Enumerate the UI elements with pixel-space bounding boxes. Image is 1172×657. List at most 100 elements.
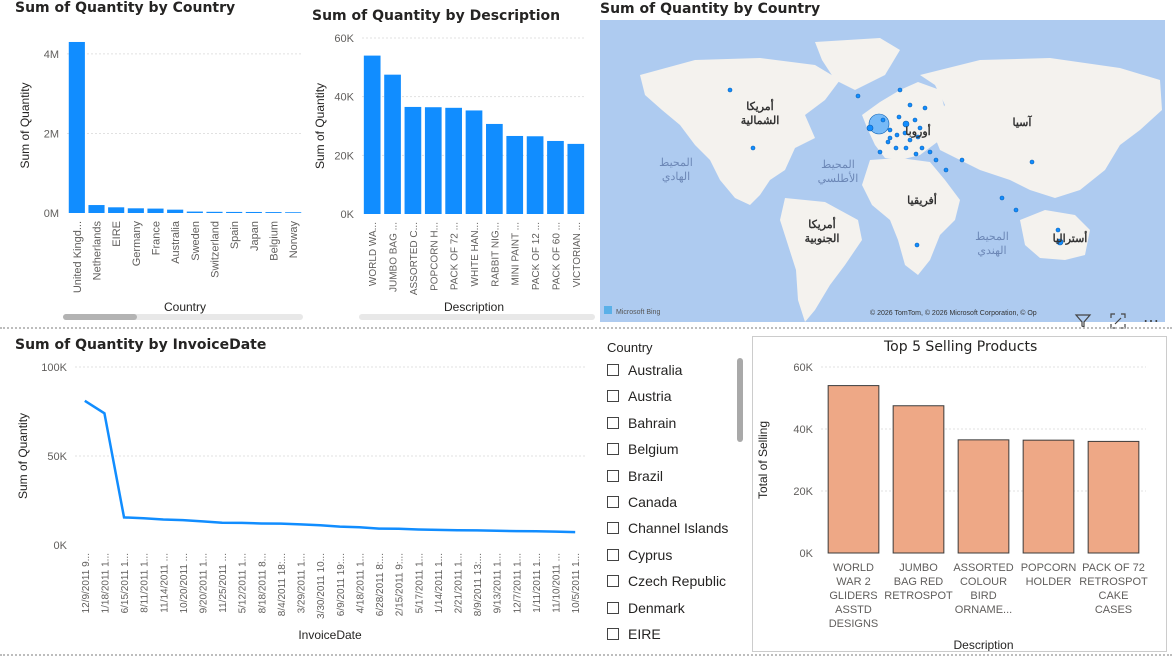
- map-bubble[interactable]: [894, 132, 900, 138]
- bar[interactable]: [506, 135, 524, 214]
- map-bubble[interactable]: [750, 145, 756, 151]
- checkbox[interactable]: [607, 416, 619, 429]
- slicer-item[interactable]: Cyprus: [607, 545, 672, 565]
- bar[interactable]: [526, 136, 544, 214]
- map-bubble[interactable]: [902, 130, 908, 136]
- map-bubble[interactable]: [887, 135, 893, 141]
- map-bubble[interactable]: [855, 93, 861, 99]
- map-bubble[interactable]: [907, 137, 913, 143]
- top5-bar-visual[interactable]: Top 5 Selling Products 0K 20K 40K 60K WORLD W…: [752, 336, 1167, 652]
- checkbox[interactable]: [607, 496, 619, 508]
- slicer-item[interactable]: Bahrain: [607, 413, 676, 433]
- bar[interactable]: [206, 211, 223, 213]
- description-bar-visual[interactable]: Sum of Quantity by Description 0K 20K 40K 6…: [312, 8, 597, 325]
- map-bubble[interactable]: [999, 195, 1005, 201]
- checkbox[interactable]: [607, 548, 619, 561]
- line-series[interactable]: [84, 399, 576, 534]
- bar[interactable]: [265, 212, 282, 213]
- map-bubble[interactable]: [943, 167, 949, 173]
- map-bubble[interactable]: [896, 114, 902, 120]
- checkbox[interactable]: [607, 390, 619, 403]
- map-bubble[interactable]: [914, 242, 920, 248]
- slicer-item[interactable]: Austria: [607, 386, 672, 406]
- map-bubble[interactable]: [880, 117, 886, 123]
- map-canvas[interactable]: أمريكا الشمالية أمريكا الجنوبية أوروبا آ…: [600, 20, 1165, 322]
- checkbox[interactable]: [607, 469, 619, 482]
- bar[interactable]: [1022, 439, 1075, 554]
- country-bar-scroll-thumb[interactable]: [63, 314, 137, 320]
- bar[interactable]: [957, 439, 1010, 554]
- bar[interactable]: [445, 107, 462, 214]
- bar[interactable]: [186, 211, 203, 213]
- bar[interactable]: [226, 211, 243, 213]
- map-bubble[interactable]: [959, 157, 965, 163]
- bar[interactable]: [827, 385, 880, 554]
- bar[interactable]: [892, 405, 945, 554]
- invoice-line-visual[interactable]: Sum of Quantity by InvoiceDate 0K 50K 100K…: [15, 337, 600, 647]
- bar[interactable]: [127, 208, 144, 213]
- map-bubble[interactable]: [922, 105, 928, 111]
- map-bubble[interactable]: [727, 87, 733, 93]
- checkbox[interactable]: [607, 443, 619, 456]
- map-bubble[interactable]: [903, 145, 909, 151]
- bar[interactable]: [108, 207, 125, 213]
- map-bubble[interactable]: [893, 145, 899, 151]
- map-bubble[interactable]: [897, 87, 903, 93]
- map-bubble[interactable]: [927, 149, 933, 155]
- map-bubble[interactable]: [1055, 227, 1061, 233]
- slicer-item[interactable]: EIRE: [607, 624, 661, 644]
- map-bubble[interactable]: [917, 125, 923, 131]
- bar[interactable]: [285, 212, 302, 213]
- map-visual[interactable]: Sum of Quantity by Country أمريكا الشمال…: [600, 0, 1168, 330]
- slicer-item[interactable]: Belgium: [607, 439, 679, 459]
- map-bubble[interactable]: [913, 151, 919, 157]
- bar[interactable]: [88, 205, 105, 213]
- slicer-item[interactable]: Brazil: [607, 466, 663, 486]
- bar[interactable]: [363, 55, 381, 214]
- bar[interactable]: [486, 123, 503, 214]
- map-bubble[interactable]: [907, 102, 913, 108]
- y-tick-label: 0K: [800, 548, 814, 560]
- bar[interactable]: [465, 110, 483, 214]
- slicer-item[interactable]: Czech Republic: [607, 571, 726, 591]
- map-bubble[interactable]: [933, 157, 939, 163]
- bar[interactable]: [547, 140, 564, 214]
- bar[interactable]: [245, 211, 262, 213]
- map-bubble[interactable]: [1029, 159, 1035, 165]
- map-bubble[interactable]: [1013, 207, 1019, 213]
- slicer-item[interactable]: Canada: [607, 492, 677, 512]
- bar[interactable]: [567, 143, 585, 214]
- map-bubble[interactable]: [868, 113, 890, 135]
- map-bubble[interactable]: [919, 145, 925, 151]
- map-bubble[interactable]: [1056, 238, 1064, 246]
- description-bar-scrollbar[interactable]: [359, 314, 595, 320]
- country-bar-scrollbar[interactable]: [63, 314, 303, 320]
- checkbox[interactable]: [607, 601, 619, 614]
- bar[interactable]: [424, 107, 442, 214]
- map-bubble[interactable]: [912, 117, 918, 123]
- checkbox[interactable]: [607, 628, 619, 640]
- map-bubble[interactable]: [902, 120, 910, 128]
- bar[interactable]: [167, 209, 184, 213]
- more-options-icon[interactable]: ⋯: [1143, 313, 1159, 330]
- slicer-item[interactable]: Channel Islands: [607, 518, 728, 538]
- slicer-scrollbar[interactable]: [737, 358, 743, 442]
- country-slicer[interactable]: Country Australia Austria Bahrain Belgium Br…: [607, 338, 747, 648]
- map-bubble[interactable]: [877, 149, 883, 155]
- x-tick-label: 8/11/2011 1...: [140, 553, 151, 613]
- bar[interactable]: [384, 74, 401, 215]
- checkbox[interactable]: [607, 575, 619, 588]
- checkbox[interactable]: [607, 364, 619, 376]
- bar[interactable]: [404, 106, 422, 214]
- map-bubble[interactable]: [887, 127, 893, 133]
- map-bubble[interactable]: [915, 134, 921, 140]
- map-bubble[interactable]: [866, 124, 874, 132]
- map-bubble[interactable]: [885, 139, 891, 145]
- slicer-item[interactable]: Denmark: [607, 598, 685, 618]
- country-bar-visual[interactable]: Sum of Quantity by Country 0M 2M 4M United …: [15, 0, 305, 325]
- bar[interactable]: [1087, 440, 1140, 554]
- bar[interactable]: [147, 208, 164, 213]
- bar[interactable]: [68, 41, 85, 214]
- slicer-item[interactable]: Australia: [607, 360, 682, 380]
- checkbox[interactable]: [607, 522, 619, 535]
